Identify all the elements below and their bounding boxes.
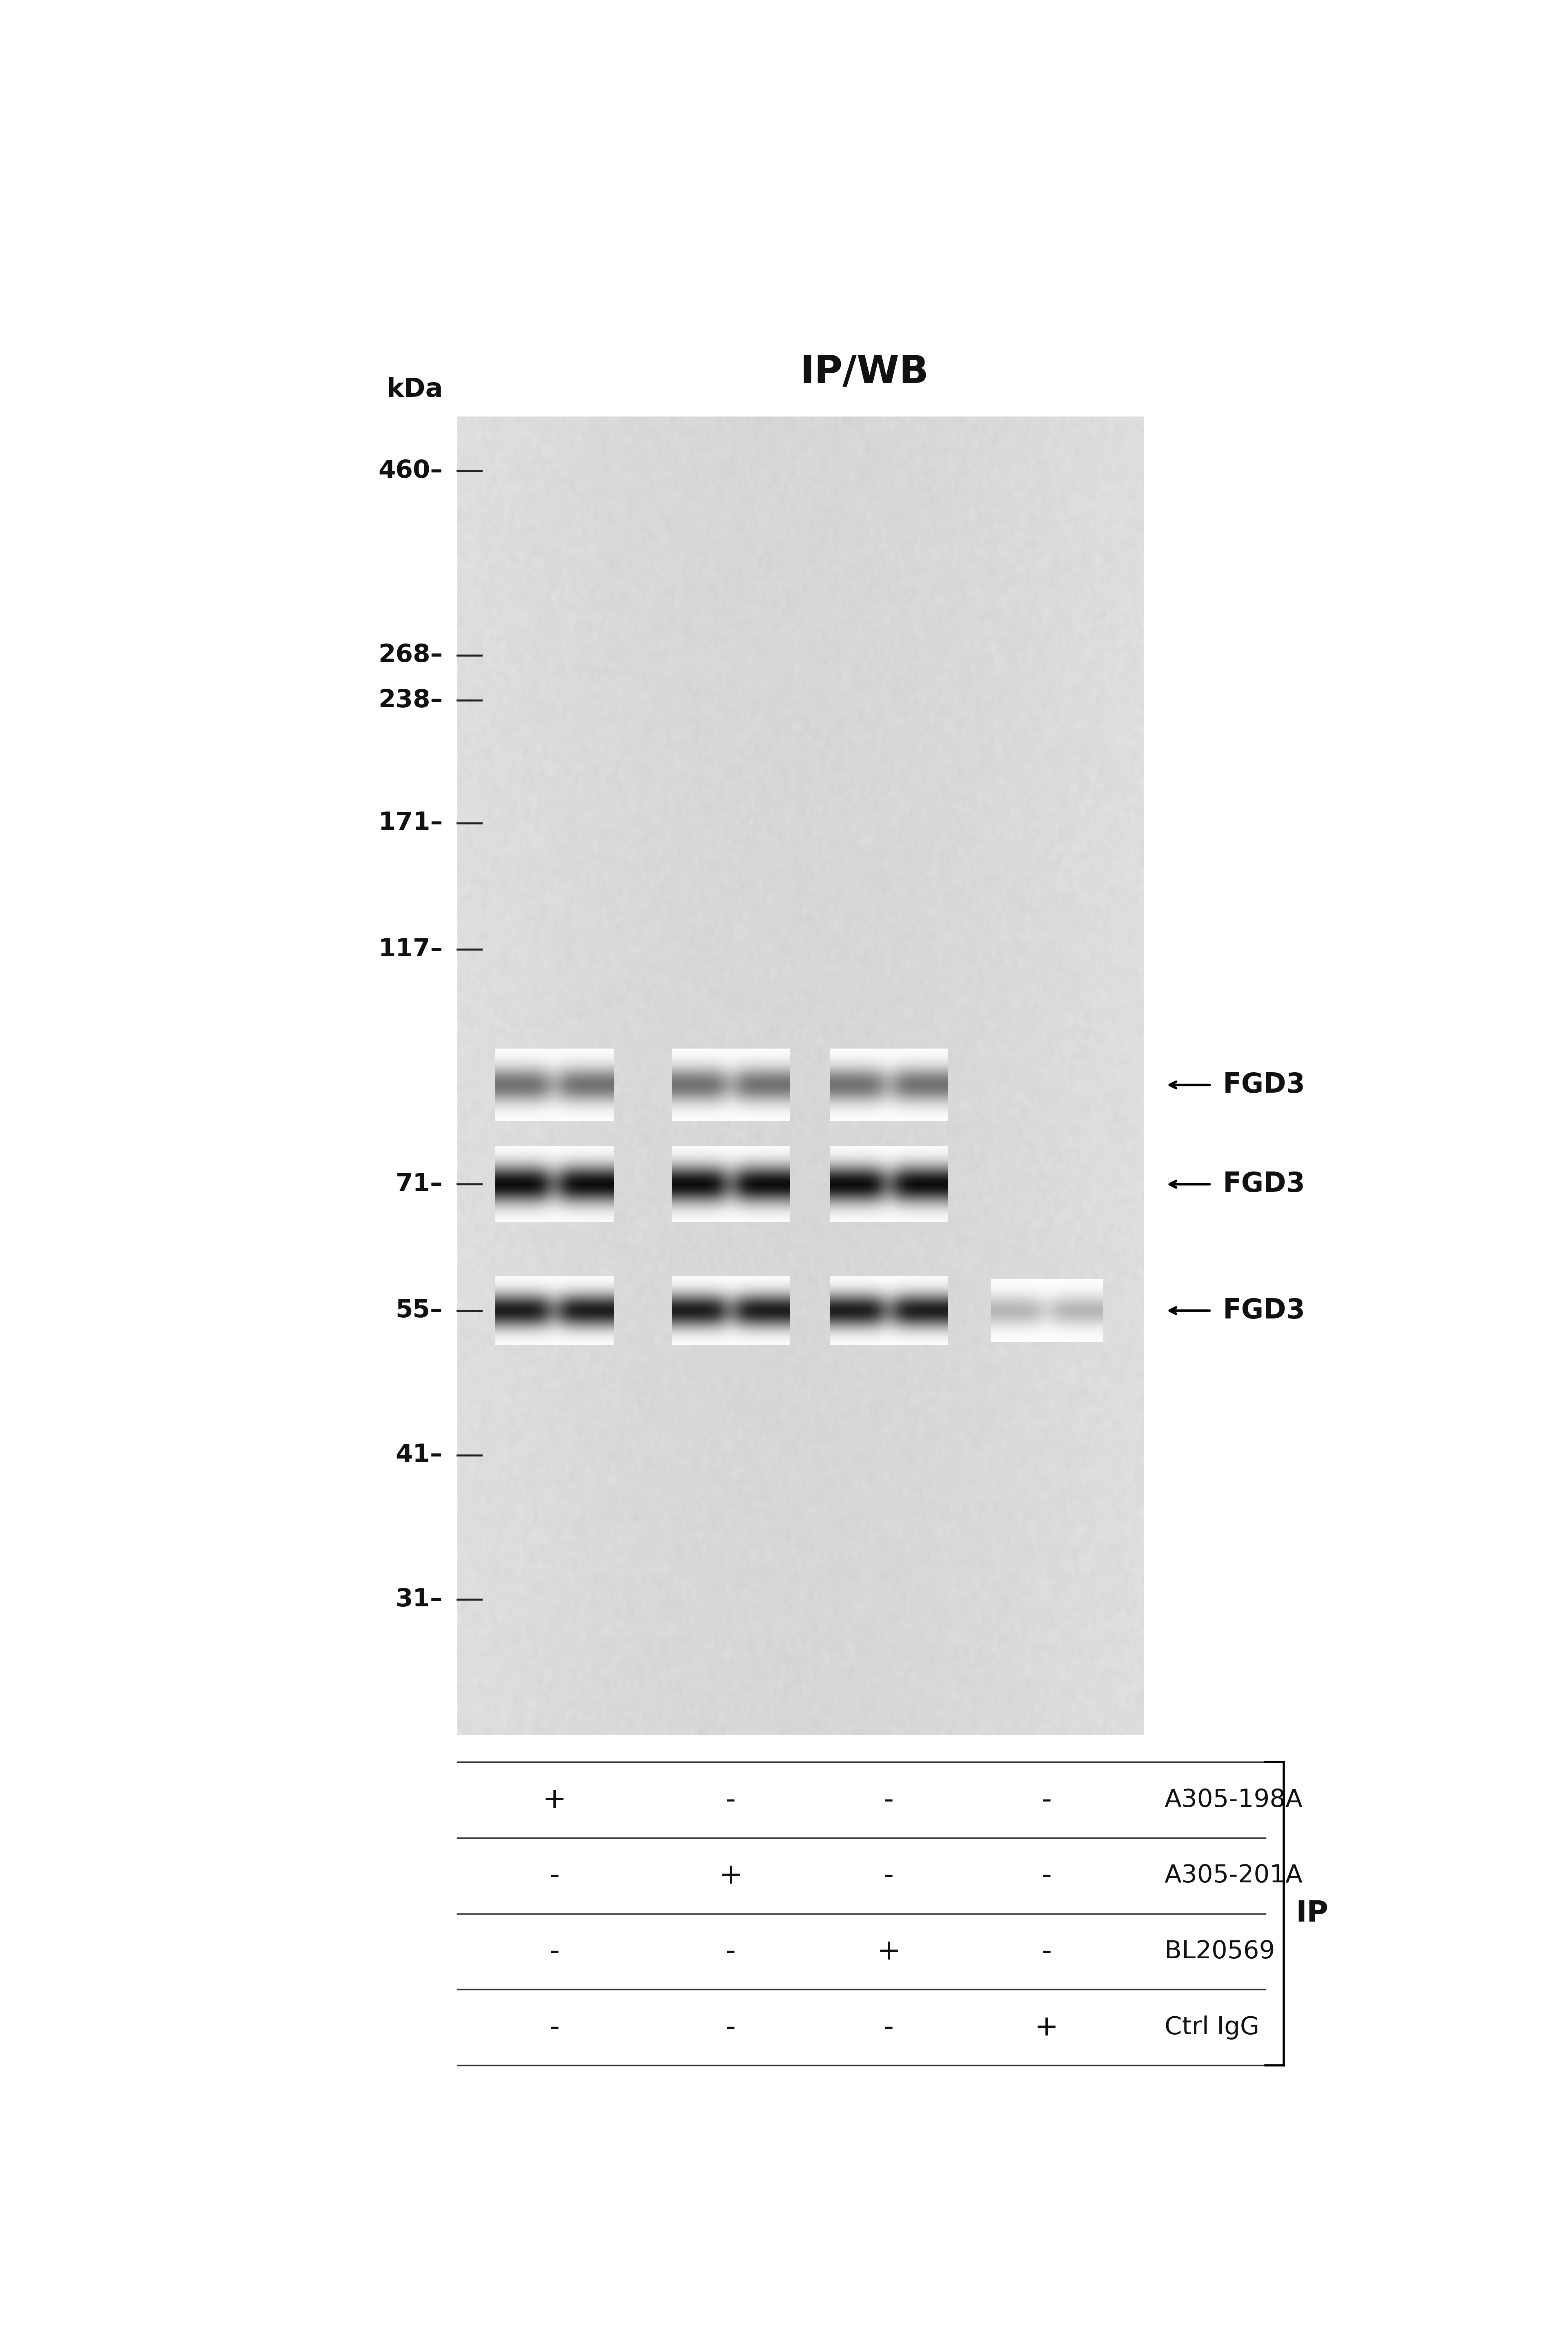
Text: A305-198A: A305-198A [1165,1787,1303,1813]
Text: +: + [1035,2014,1058,2040]
Text: -: - [549,1862,560,1890]
Text: -: - [549,1937,560,1965]
Text: 238–: 238– [378,689,442,713]
Text: 71–: 71– [395,1172,442,1196]
Text: -: - [549,2014,560,2040]
Text: FGD3: FGD3 [1223,1297,1305,1325]
Text: 41–: 41– [395,1442,442,1468]
Text: +: + [718,1862,743,1890]
Text: kDa: kDa [386,378,444,403]
Text: 268–: 268– [378,643,442,668]
Text: -: - [1041,1862,1052,1890]
Text: -: - [726,1787,735,1813]
Text: +: + [543,1787,566,1813]
Text: A305-201A: A305-201A [1165,1864,1303,1888]
Text: 171–: 171– [378,811,442,835]
Text: 117–: 117– [378,938,442,961]
Text: -: - [1041,1787,1052,1813]
Text: Ctrl IgG: Ctrl IgG [1165,2014,1259,2040]
Text: 55–: 55– [395,1299,442,1323]
Text: FGD3: FGD3 [1223,1072,1305,1097]
Text: FGD3: FGD3 [1223,1170,1305,1198]
Text: -: - [1041,1937,1052,1965]
Text: 31–: 31– [395,1588,442,1611]
Text: -: - [726,2014,735,2040]
Text: -: - [726,1937,735,1965]
Text: IP/WB: IP/WB [800,354,928,392]
Text: +: + [877,1937,900,1965]
Text: 460–: 460– [378,460,442,483]
Text: -: - [883,2014,894,2040]
Text: -: - [883,1862,894,1890]
Text: -: - [883,1787,894,1813]
Text: IP: IP [1295,1899,1328,1928]
Text: BL20569: BL20569 [1165,1939,1275,1963]
